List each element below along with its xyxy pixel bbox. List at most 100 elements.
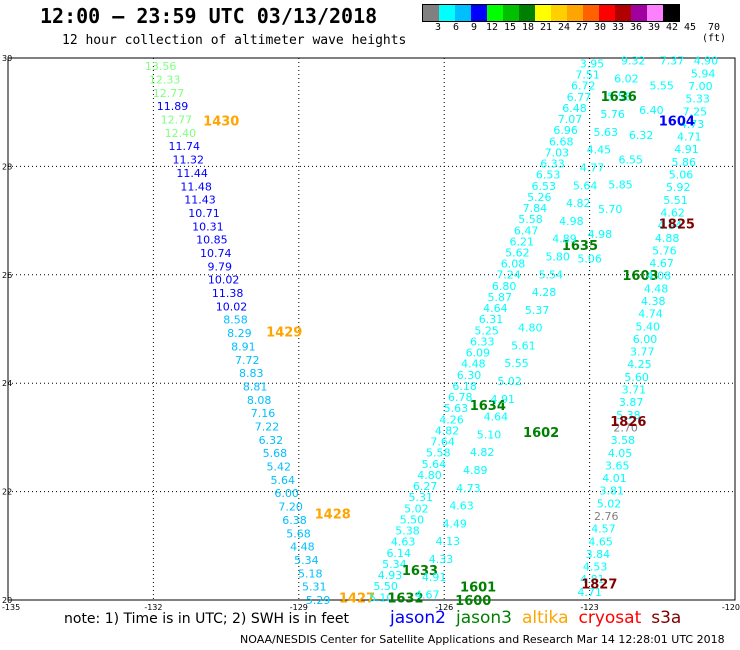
wave-height-value: 6.33: [540, 158, 565, 171]
wave-height-value: 10.74: [200, 247, 232, 260]
wave-height-value: 5.62: [505, 246, 530, 259]
wave-height-value: 4.71: [577, 586, 602, 599]
wave-height-value: 5.54: [539, 268, 564, 281]
wave-height-value: 4.01: [602, 472, 627, 485]
colorbar-label: 3: [434, 22, 442, 33]
wave-height-value: 5.61: [511, 339, 536, 352]
wave-height-value: 4.13: [436, 535, 461, 548]
wave-height-value: 5.33: [685, 93, 710, 106]
colorbar-label: 30: [593, 22, 607, 33]
wave-height-value: 6.18: [452, 380, 477, 393]
wave-height-value: 10.31: [192, 220, 224, 233]
track-1632: 3.957.516.726.776.487.076.966.687.036.33…: [369, 57, 604, 606]
wave-height-value: 6.55: [619, 154, 644, 167]
wave-height-value: 3.87: [619, 396, 644, 409]
time-label: 1601: [460, 580, 496, 595]
lat-tick-label: 24: [2, 379, 12, 388]
lon-tick-label: -123: [581, 603, 599, 612]
colorbar-swatch: [503, 5, 519, 21]
map-subtitle: 12 hour collection of altimeter wave hei…: [62, 33, 407, 48]
wave-height-value: 5.76: [600, 108, 625, 121]
wave-height-value: 5.60: [624, 371, 649, 384]
wave-height-value: 6.08: [501, 258, 526, 271]
map-grid: [7, 57, 736, 601]
wave-height-value: 6.77: [567, 91, 592, 104]
colorbar-label: 42: [665, 22, 679, 33]
wave-height-value: 8.81: [243, 380, 268, 393]
wave-height-value: 9.79: [207, 260, 232, 273]
colorbar-label: 6: [452, 22, 460, 33]
wave-height-value: 5.10: [477, 428, 502, 441]
wave-height-value: 5.64: [270, 474, 295, 487]
wave-height-value: 4.80: [518, 322, 543, 335]
colorbar-label: 36: [629, 22, 643, 33]
colorbar-swatch: [423, 5, 439, 21]
legend-item-cryosat: cryosat: [578, 608, 642, 628]
lon-tick-label: -129: [290, 603, 308, 612]
colorbar-swatch: [583, 5, 599, 21]
wave-height-value: 10.02: [208, 274, 240, 287]
wave-height-value: 5.26: [527, 191, 552, 204]
wave-height-value: 11.74: [169, 140, 201, 153]
wave-height-value: 4.48: [290, 541, 315, 554]
wave-height-value: 9.32: [621, 55, 646, 68]
wave-height-value: 5.34: [382, 558, 407, 571]
wave-height-value: 5.02: [597, 497, 622, 510]
wave-height-value: 7.07: [558, 113, 583, 126]
wave-height-value: 6.78: [448, 391, 473, 404]
colorbar-swatch: [551, 5, 567, 21]
wave-height-value: 11.89: [157, 100, 189, 113]
wave-height-value: 5.02: [497, 375, 522, 388]
wave-height-value: 5.38: [395, 525, 420, 538]
wave-height-value: 4.33: [429, 553, 454, 566]
colorbar-label: 27: [575, 22, 589, 33]
time-label: 1633: [402, 564, 438, 579]
wave-height-value: 4.73: [456, 482, 481, 495]
wave-height-value: 10.85: [196, 234, 228, 247]
lat-tick-label: 28: [2, 162, 12, 171]
wave-height-colorbar: [422, 4, 680, 22]
colorbar-swatch: [519, 5, 535, 21]
wave-height-value: 11.43: [184, 194, 216, 207]
wave-height-value: 4.26: [439, 413, 464, 426]
wave-height-value: 3.95: [580, 57, 605, 70]
wave-height-value: 6.31: [479, 313, 504, 326]
time-label: 1634: [470, 399, 506, 414]
time-label: 1600: [455, 594, 491, 609]
time-label: 1825: [659, 217, 695, 232]
time-label: 1632: [387, 591, 423, 606]
map-ticks: 30 28 26 24 22 20-135 -132 -129 -126 -123 -120: [2, 54, 740, 612]
colorbar-labels: 3 6 9 12 15 18 21 24 27 30 33 36 39 42 45 70 (ft): [422, 22, 728, 44]
wave-height-value: 4.91: [422, 571, 447, 584]
wave-height-value: 4.53: [583, 561, 608, 574]
wave-height-value: 3.81: [600, 485, 625, 498]
colorbar-swatch: [487, 5, 503, 21]
wave-height-value: 5.68: [263, 447, 288, 460]
wave-height-value: 4.77: [580, 161, 605, 174]
wave-height-value: 7.20: [278, 501, 303, 514]
wave-height-value: 5.25: [474, 324, 499, 337]
wave-height-value: 4.25: [627, 358, 652, 371]
wave-height-value: 5.85: [608, 178, 633, 191]
wave-height-value: 4.67: [649, 257, 674, 270]
satellite-legend: jason2 jason3 altika cryosat s3a: [390, 608, 691, 628]
wave-height-value: 10.71: [188, 207, 220, 220]
legend-item-jason2: jason2: [390, 608, 446, 628]
wave-height-value: 12.33: [149, 73, 181, 86]
wave-height-value: 4.62: [660, 206, 685, 219]
wave-height-value: 3.77: [630, 346, 655, 359]
wave-height-value: 11.48: [180, 180, 212, 193]
wave-height-value: 7.37: [660, 55, 685, 68]
track-1825: 4.905.947.005.337.254.734.714.915.865.06…: [577, 55, 718, 599]
wave-height-value: 5.80: [545, 250, 570, 263]
wave-height-value: 6.30: [457, 369, 482, 382]
wave-height-value: 3.58: [611, 434, 636, 447]
wave-height-value: 2.76: [594, 510, 619, 523]
wave-height-value: 6.00: [633, 333, 658, 346]
wave-height-value: 5.55: [649, 79, 674, 92]
wave-height-value: 4.67: [415, 589, 440, 602]
time-label: 1429: [266, 326, 302, 341]
wave-height-value: 3.84: [586, 548, 611, 561]
wave-height-value: 5.58: [518, 213, 543, 226]
